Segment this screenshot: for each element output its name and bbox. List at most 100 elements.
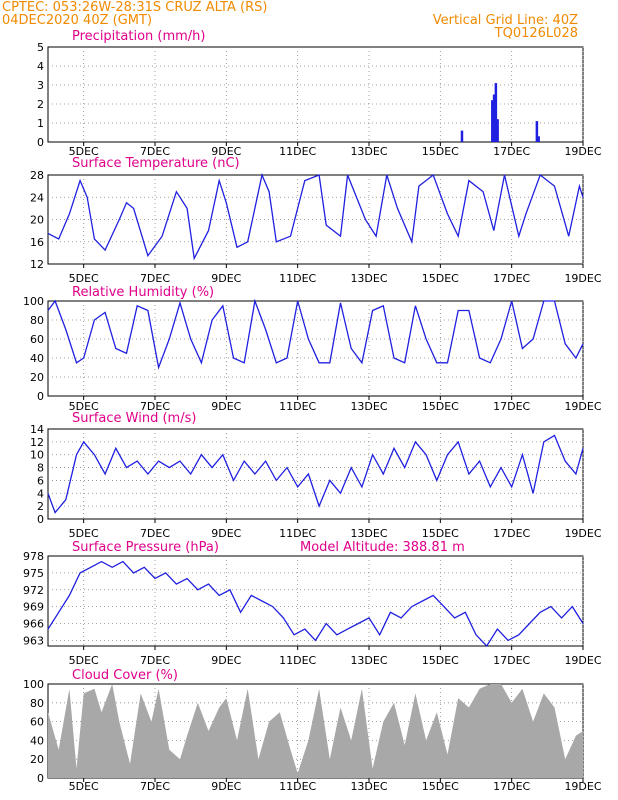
panel5-ytick-label: 978 — [23, 550, 44, 563]
panel4-xtick-label: 7DEC — [140, 527, 170, 540]
panel5-ytick-label: 969 — [23, 601, 44, 614]
panel5-xtick-label: 13DEC — [350, 654, 387, 667]
panel4-series-line — [47, 434, 584, 514]
panel6-xtick-label: 17DEC — [493, 780, 530, 793]
panel5-xtick-label: 11DEC — [279, 654, 316, 667]
header-model: TQ0126L028 — [494, 26, 578, 41]
panel6-title: Cloud Cover (%) — [72, 668, 178, 683]
panel2-xtick-label: 5DEC — [69, 272, 99, 285]
panel3-xtick-label: 7DEC — [140, 400, 170, 413]
panel5-ytick-label: 975 — [23, 567, 44, 580]
panel1-xtick-label: 15DEC — [422, 145, 459, 158]
panel6-xtick-label: 19DEC — [564, 780, 601, 793]
panel3-xtick-label: 11DEC — [279, 400, 316, 413]
panel5-ytick-label: 966 — [23, 618, 44, 631]
panel5-annotation: Model Altitude: 388.81 m — [300, 540, 465, 555]
panel4-xtick-label: 9DEC — [211, 527, 241, 540]
panel5-xtick-label: 17DEC — [493, 654, 530, 667]
panel4-xtick-label: 11DEC — [279, 527, 316, 540]
panel4-title: Surface Wind (m/s) — [72, 411, 196, 426]
panel1-ytick-label: 2 — [37, 98, 44, 111]
panel1-bar — [494, 83, 498, 142]
panel6-xtick-label: 7DEC — [140, 780, 170, 793]
panel5-ytick-label: 963 — [23, 634, 44, 647]
panel1-ytick-label: 5 — [37, 41, 44, 54]
panel5-xtick-label: 15DEC — [422, 654, 459, 667]
panel6-ytick-label: 40 — [30, 734, 44, 747]
panel1-frame — [47, 46, 584, 143]
panel2-xtick-label: 17DEC — [493, 272, 530, 285]
panel2-ytick-label: 20 — [30, 214, 44, 227]
panel3-ytick-label: 40 — [30, 352, 44, 365]
panel1-ytick-label: 1 — [37, 117, 44, 130]
panel4-ytick-label: 8 — [37, 462, 44, 475]
panel1-bar — [537, 136, 540, 142]
panel1-bar — [491, 100, 494, 142]
panel3-xtick-label: 15DEC — [422, 400, 459, 413]
panel1-xtick-label: 11DEC — [279, 145, 316, 158]
panel2-ytick-label: 28 — [30, 169, 44, 182]
panel2-ytick-label: 12 — [30, 258, 44, 271]
panel4-ytick-label: 12 — [30, 436, 44, 449]
panel6-ytick-label: 60 — [30, 716, 44, 729]
panel6-ytick-label: 100 — [23, 678, 44, 691]
panel1-bar — [496, 119, 499, 142]
panel5-title: Surface Pressure (hPa) — [72, 540, 219, 555]
panel4-frame — [47, 428, 584, 520]
panel1-xtick-label: 19DEC — [564, 145, 601, 158]
panel6-ytick-label: 0 — [37, 772, 44, 785]
panel2-xtick-label: 15DEC — [422, 272, 459, 285]
panel6-ytick-label: 20 — [30, 753, 44, 766]
panel3-xtick-label: 13DEC — [350, 400, 387, 413]
panel3-ytick-label: 60 — [30, 333, 44, 346]
panel1-ytick-label: 0 — [37, 136, 44, 149]
panel1-xtick-label: 13DEC — [350, 145, 387, 158]
panel1-bar — [460, 130, 464, 142]
panel1-xtick-label: 17DEC — [493, 145, 530, 158]
panel2-xtick-label: 19DEC — [564, 272, 601, 285]
panel4-ytick-label: 2 — [37, 500, 44, 513]
panel5-xtick-label: 7DEC — [140, 654, 170, 667]
panel3-ytick-label: 100 — [23, 295, 44, 308]
panel6-series-area — [48, 684, 583, 778]
panel6-xtick-label: 15DEC — [422, 780, 459, 793]
panel4-xtick-label: 13DEC — [350, 527, 387, 540]
panel3-title: Relative Humidity (%) — [72, 285, 214, 300]
panel4-xtick-label: 19DEC — [564, 527, 601, 540]
panel1-xtick-label: 7DEC — [140, 145, 170, 158]
panel2-xtick-label: 7DEC — [140, 272, 170, 285]
panel2-series-line — [47, 172, 584, 261]
panel5-xtick-label: 19DEC — [564, 654, 601, 667]
panel6-xtick-label: 11DEC — [279, 780, 316, 793]
header-date: 04DEC2020 40Z (GMT) — [2, 13, 153, 28]
panel5-ytick-label: 972 — [23, 584, 44, 597]
header-station: CPTEC: 053:26W-28:31S CRUZ ALTA (RS) — [2, 0, 268, 15]
panel2-xtick-label: 11DEC — [279, 272, 316, 285]
panel3-ytick-label: 0 — [37, 390, 44, 403]
header-grid-line: Vertical Grid Line: 40Z — [432, 13, 578, 28]
panel2-title: Surface Temperature (nC) — [72, 156, 240, 171]
panel3-xtick-label: 19DEC — [564, 400, 601, 413]
panel1-bar — [535, 121, 539, 142]
panel3-series-line — [47, 298, 584, 370]
panel3-xtick-label: 17DEC — [493, 400, 530, 413]
panel3-xtick-label: 5DEC — [69, 400, 99, 413]
panel3-xtick-label: 9DEC — [211, 400, 241, 413]
panel6-xtick-label: 5DEC — [69, 780, 99, 793]
panel3-ytick-label: 80 — [30, 314, 44, 327]
panel5-series-line — [47, 560, 584, 648]
panel4-ytick-label: 0 — [37, 513, 44, 526]
panel5-xtick-label: 9DEC — [211, 654, 241, 667]
panel2-ytick-label: 24 — [30, 191, 44, 204]
panel1-xtick-label: 5DEC — [69, 145, 99, 158]
panel2-ytick-label: 16 — [30, 236, 44, 249]
panel5-xtick-label: 5DEC — [69, 654, 99, 667]
panel3-frame — [47, 300, 584, 397]
panel6-xtick-label: 13DEC — [350, 780, 387, 793]
panel4-ytick-label: 14 — [30, 423, 44, 436]
panel2-xtick-label: 9DEC — [211, 272, 241, 285]
panel3-ytick-label: 20 — [30, 371, 44, 384]
panel4-ytick-label: 4 — [37, 487, 44, 500]
panel6-xtick-label: 9DEC — [211, 780, 241, 793]
